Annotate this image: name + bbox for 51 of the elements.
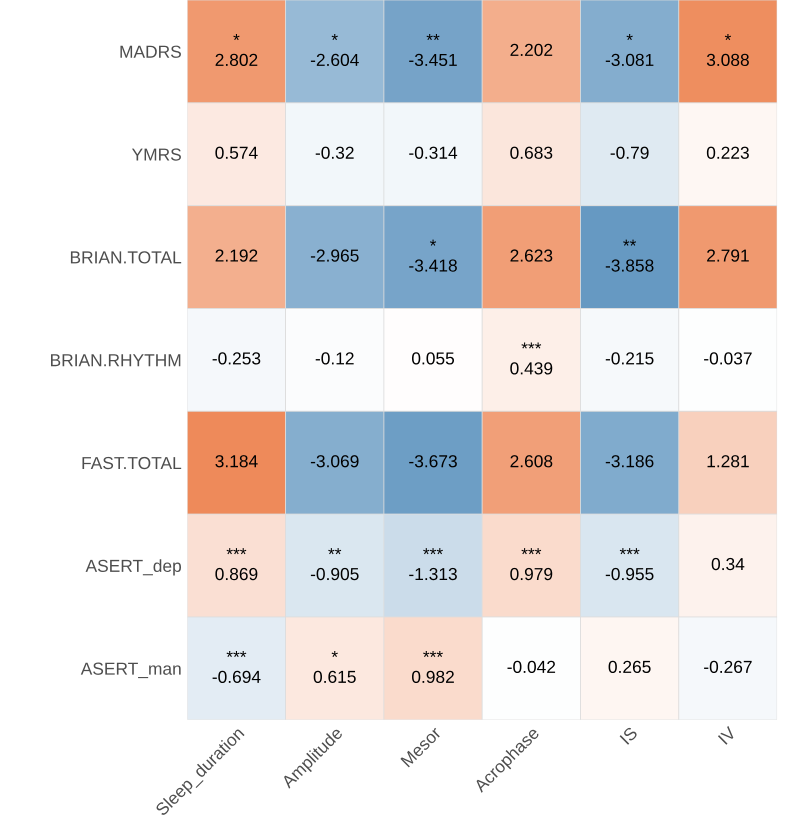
data-label: * -3.418 [409,240,457,272]
data-label: 0.223 [706,146,749,159]
data-label: -2.965 [310,249,359,262]
data-label: 0.265 [608,660,651,674]
data-label: -0.215 [606,352,654,365]
data-label: *** 0.869 [215,548,258,580]
data-label: -3.186 [606,455,654,468]
data-label: *** -0.694 [212,650,261,684]
data-label: ** -3.451 [409,34,457,66]
data-label: -0.267 [704,660,752,674]
data-label: 0.34 [712,558,744,570]
y-tick-label: YMRS [132,148,181,161]
data-label: * 0.615 [314,650,356,684]
data-label: ** -0.905 [310,548,359,580]
data-label: 0.683 [510,146,552,159]
data-label: 2.791 [707,249,749,262]
data-label: *** 0.979 [510,548,552,580]
data-label: -0.037 [704,352,752,365]
data-label: * 3.088 [706,34,749,66]
data-label: *** -0.955 [606,548,654,580]
data-label: *** 0.439 [510,342,552,375]
data-label: -3.673 [409,455,457,468]
data-label: -3.069 [310,455,359,468]
data-label: *** -1.313 [409,548,457,580]
y-tick-label: BRIAN.TOTAL [70,251,182,264]
y-tick-label: ASERT_dep [86,559,182,576]
data-label: *** 0.982 [412,650,454,684]
x-tick-label: IS [619,726,638,745]
data-label: -0.042 [507,660,556,674]
data-label: 2.192 [216,249,258,262]
data-label: ** -3.858 [606,240,654,272]
data-label: -0.79 [610,146,649,159]
y-tick-label: FAST.TOTAL [82,456,182,470]
data-label: 2.202 [510,44,552,56]
y-tick-label: MADRS [120,46,181,58]
data-label: -0.314 [409,146,458,159]
data-label: * 2.802 [216,34,258,66]
data-label: 1.281 [708,455,749,468]
data-label: 0.055 [412,352,454,365]
y-tick-label: BRIAN.RHYTHM [51,354,180,366]
data-label: 2.608 [510,455,552,468]
data-label: -0.12 [316,352,354,365]
data-label: 3.184 [215,455,258,468]
data-label: 0.574 [215,146,258,159]
data-label: 2.623 [510,249,552,262]
data-label: -0.253 [212,352,260,365]
x-tick-label: IV [718,726,737,745]
data-label: * -3.081 [606,34,654,66]
y-tick-label: ASERT_man [80,662,181,678]
data-label: -0.32 [316,146,354,159]
data-label: * -2.604 [310,34,359,66]
